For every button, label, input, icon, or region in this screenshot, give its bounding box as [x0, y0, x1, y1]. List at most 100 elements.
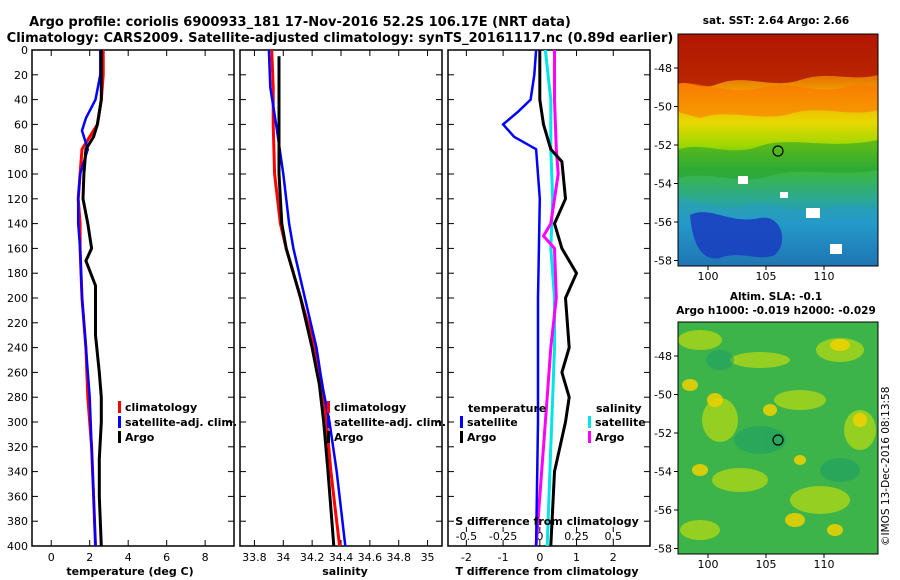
- sst-map-y-tick-label: -58: [654, 255, 672, 268]
- y-tick-label: 280: [7, 391, 28, 404]
- y-tick-label: 80: [14, 143, 28, 156]
- temperature-axis-label: temperature (deg C): [66, 565, 193, 578]
- sla-map-y-tick-label: -52: [654, 427, 672, 440]
- x-tick-label: 8: [202, 551, 209, 564]
- x-tick-label: 0: [48, 551, 55, 564]
- legend-swatch-t-argo: [460, 431, 463, 443]
- legend-swatch-s-argo: [588, 431, 591, 443]
- legend-label-s-satellite: satellite: [595, 416, 646, 429]
- legend-label-t-satellite: satellite: [467, 416, 518, 429]
- legend-label-satellite: satellite-adj. clim.: [334, 416, 446, 429]
- argo-position-marker: [772, 434, 784, 446]
- sla-map-frame: [677, 321, 879, 555]
- salinity-legend: climatology satellite-adj. clim. Argo: [327, 401, 446, 444]
- y-tick-label: 300: [7, 416, 28, 429]
- legend-label-satellite: satellite-adj. clim.: [125, 416, 237, 429]
- legend-label-argo: Argo: [125, 431, 155, 444]
- sla-map: [678, 322, 878, 554]
- legend-swatch-satellite: [118, 416, 121, 428]
- y-tick-label: 320: [7, 441, 28, 454]
- salinity-diff-tick-label: -0.5: [456, 530, 477, 543]
- salinity-satellite-line: [267, 50, 347, 546]
- sla-map-title-2: Argo h1000: -0.019 h2000: -0.029: [676, 305, 876, 317]
- legend-title-temperature: temperature: [468, 402, 546, 415]
- y-tick-label: 60: [14, 118, 28, 131]
- legend-label-t-argo: Argo: [467, 431, 497, 444]
- legend-swatch-argo: [118, 431, 121, 443]
- sst-map: [678, 34, 878, 266]
- sst-map-y-tick-label: -52: [654, 139, 672, 152]
- sst-map-y-tick-label: -56: [654, 216, 672, 229]
- axes-layer: 0204060801001201401601802002202402602803…: [7, 44, 650, 564]
- temperature-satellite-line: [76, 50, 102, 546]
- x-tick-label: 34.2: [300, 551, 325, 564]
- temperature-diff-satellite-line: [501, 50, 542, 546]
- legend-label-climatology: climatology: [334, 401, 406, 414]
- legend-label-climatology: climatology: [125, 401, 197, 414]
- x-tick-label: -1: [498, 551, 509, 564]
- salinity-plot-frame: [239, 49, 443, 547]
- y-tick-label: 140: [7, 218, 28, 231]
- legend-label-s-argo: Argo: [595, 431, 625, 444]
- y-tick-label: 240: [7, 342, 28, 355]
- x-tick-label: 34: [276, 551, 290, 564]
- x-tick-label: 6: [163, 551, 170, 564]
- legend-swatch-argo: [327, 431, 330, 443]
- y-tick-label: 120: [7, 193, 28, 206]
- title-line-2: Climatology: CARS2009. Satellite-adjuste…: [7, 31, 674, 46]
- x-tick-label: 33.8: [242, 551, 267, 564]
- salinity-argo-line: [277, 56, 336, 546]
- y-tick-label: 0: [21, 44, 28, 57]
- sla-map-y-tick-label: -48: [654, 350, 672, 363]
- sst-map-x-tick-label: 105: [756, 270, 777, 283]
- title-line-1: Argo profile: coriolis 6900933_181 17-No…: [29, 15, 571, 30]
- x-tick-label: 35: [421, 551, 435, 564]
- legend-swatch-climatology: [327, 401, 330, 413]
- y-tick-label: 380: [7, 515, 28, 528]
- legend-swatch-climatology: [118, 401, 121, 413]
- map-ticks-layer: 100 105 110 -48 -50 -52 -54 -56 -58 100 105 110 -48 -…: [654, 62, 834, 571]
- x-tick-label: 34.4: [329, 551, 354, 564]
- salinity-diff-tick-label: -0.25: [489, 530, 517, 543]
- x-tick-label: 1: [573, 551, 580, 564]
- temperature-diff-argo-line: [538, 50, 579, 546]
- legend-label-argo: Argo: [334, 431, 364, 444]
- x-tick-label: 2: [610, 551, 617, 564]
- y-tick-label: 400: [7, 540, 28, 553]
- sla-map-y-tick-label: -58: [654, 543, 672, 556]
- salinity-axis-label: salinity: [322, 565, 368, 578]
- y-tick-label: 180: [7, 267, 28, 280]
- temperature-legend: climatology satellite-adj. clim. Argo: [118, 401, 237, 444]
- sla-map-x-tick-label: 100: [698, 558, 719, 571]
- sst-map-y-tick-label: -54: [654, 178, 672, 191]
- sla-map-x-tick-label: 105: [756, 558, 777, 571]
- sst-map-x-tick-label: 100: [698, 270, 719, 283]
- temperature-plot-frame: [31, 49, 235, 547]
- argo-position-marker: [772, 145, 784, 157]
- y-tick-label: 160: [7, 242, 28, 255]
- sst-map-x-tick-label: 110: [814, 270, 835, 283]
- y-tick-label: 260: [7, 366, 28, 379]
- sla-map-x-tick-label: 110: [814, 558, 835, 571]
- y-tick-label: 360: [7, 490, 28, 503]
- x-tick-label: 34.8: [386, 551, 411, 564]
- sst-map-frame: [677, 33, 879, 267]
- legend-swatch-satellite: [327, 416, 330, 428]
- legend-swatch-s-satellite: [588, 416, 591, 428]
- temperature-argo-line: [81, 50, 103, 546]
- sla-map-y-tick-label: -56: [654, 504, 672, 517]
- t-difference-axis-label: T difference from climatology: [455, 565, 638, 578]
- x-tick-label: 2: [86, 551, 93, 564]
- imos-watermark: ©IMOS 13-Dec-2016 08:13:58: [880, 387, 892, 546]
- y-tick-label: 200: [7, 292, 28, 305]
- sst-map-y-tick-label: -50: [654, 101, 672, 114]
- salinity-diff-satellite-line: [543, 50, 556, 546]
- salinity-diff-tick-label: 0.5: [605, 530, 623, 543]
- sla-map-title-1: Altim. SLA: -0.1: [730, 291, 822, 303]
- x-tick-label: -2: [461, 551, 472, 564]
- x-tick-label: 4: [125, 551, 132, 564]
- sla-map-y-tick-label: -54: [654, 466, 672, 479]
- y-tick-label: 20: [14, 69, 28, 82]
- x-tick-label: 0: [536, 551, 543, 564]
